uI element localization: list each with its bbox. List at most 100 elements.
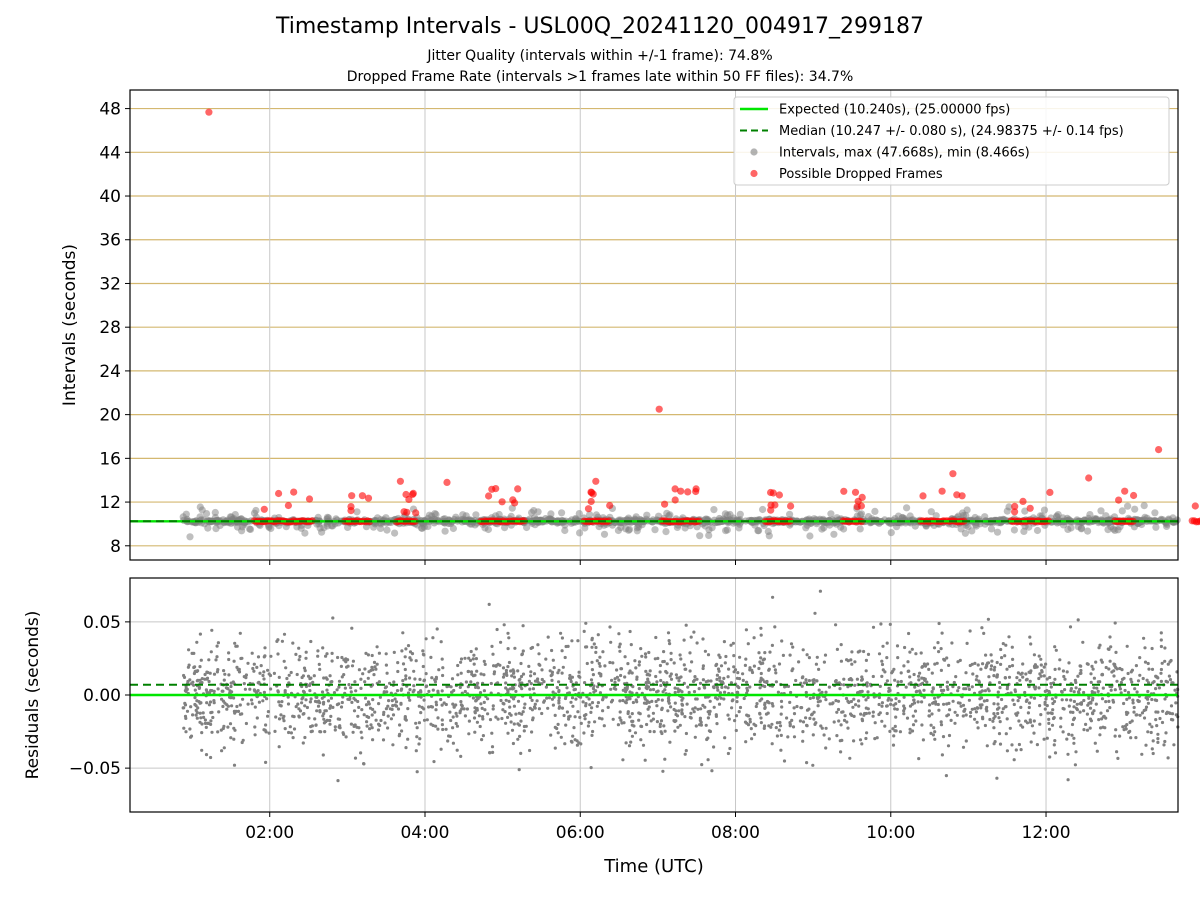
residual-point (620, 721, 624, 725)
residual-point (569, 739, 574, 743)
residual-point (633, 659, 637, 663)
residual-point (308, 689, 312, 693)
residual-point (998, 742, 1003, 746)
residual-point (194, 708, 198, 713)
residual-point (220, 697, 224, 701)
interval-point (417, 524, 426, 532)
interval-point (1140, 502, 1148, 510)
residual-point (815, 655, 819, 659)
residual-point (850, 650, 854, 654)
residual-point (833, 679, 838, 684)
residual-point (1146, 689, 1150, 694)
residual-point (656, 689, 660, 693)
residual-point (922, 688, 926, 692)
residual-point (434, 700, 438, 704)
residual-point (1109, 685, 1114, 689)
residual-point (718, 691, 723, 695)
interval-point (673, 523, 682, 532)
residual-point (619, 667, 623, 671)
residual-point (425, 718, 429, 722)
residual-point (227, 657, 231, 662)
legend-marker-swatch (750, 148, 758, 156)
residual-point (456, 663, 460, 668)
residual-point (865, 731, 869, 735)
residual-point (216, 687, 220, 691)
residual-point (464, 680, 468, 684)
residual-point (250, 702, 254, 706)
legend-label: Median (10.247 +/- 0.080 s), (24.98375 +… (779, 124, 1124, 139)
residual-point (559, 631, 563, 635)
residual-point (677, 709, 681, 713)
residual-point (424, 672, 428, 676)
interval-point (735, 524, 743, 532)
residual-point (579, 721, 583, 726)
residual-point (590, 733, 594, 738)
x-tick-label: 08:00 (711, 823, 760, 843)
residual-point (871, 710, 875, 714)
residual-point (933, 696, 937, 700)
residual-point (364, 703, 369, 707)
residual-point (961, 703, 966, 707)
residual-point (197, 685, 202, 690)
residual-point (877, 695, 882, 700)
residual-point (892, 703, 896, 707)
residual-point (1087, 701, 1091, 705)
residual-point (953, 710, 957, 714)
residual-point (373, 710, 377, 714)
residual-point (281, 716, 285, 720)
residual-point (819, 724, 823, 728)
interval-point (316, 524, 324, 532)
residual-point (817, 667, 821, 672)
residual-point (184, 716, 188, 721)
residual-point (880, 659, 884, 663)
residual-point (489, 681, 493, 686)
residual-point (947, 663, 951, 668)
residual-point (949, 718, 953, 723)
interval-point (383, 526, 391, 534)
interval-point (1107, 523, 1115, 531)
residual-point (528, 687, 532, 691)
residual-point (483, 708, 487, 712)
residual-point (582, 629, 586, 634)
residual-point (1108, 635, 1112, 639)
residual-point (888, 729, 892, 734)
residual-point (389, 717, 393, 721)
residual-point (985, 698, 989, 703)
residual-point (600, 717, 604, 721)
residual-point (520, 712, 524, 716)
residual-point (522, 706, 526, 710)
residual-point (474, 647, 478, 651)
residual-point (1143, 660, 1148, 664)
y-tick-label: 8 (110, 537, 121, 557)
residual-point (1123, 688, 1127, 693)
residual-point (1150, 667, 1155, 672)
residual-point (318, 709, 322, 713)
residual-point (1159, 644, 1163, 649)
residual-point (182, 706, 186, 710)
residual-point (1005, 685, 1010, 689)
residual-point (583, 681, 587, 685)
interval-point (561, 521, 569, 529)
residual-point (1060, 690, 1064, 694)
residual-point (1024, 672, 1028, 676)
residual-point (851, 705, 855, 709)
residual-point (194, 713, 198, 717)
residual-point (693, 675, 697, 679)
residual-point (512, 722, 516, 726)
residual-point (322, 721, 326, 725)
residual-point (906, 669, 910, 674)
residual-point (955, 713, 959, 717)
residual-point (368, 706, 373, 710)
residual-point (989, 664, 994, 668)
interval-point (182, 510, 190, 518)
residual-point (356, 714, 360, 718)
residual-point (522, 729, 526, 733)
residual-point (996, 702, 1000, 706)
residual-point (510, 674, 514, 678)
residual-point (917, 757, 921, 761)
residual-point (735, 700, 739, 704)
residual-point (1151, 751, 1155, 756)
interval-point (643, 511, 651, 519)
residual-point (981, 662, 985, 666)
residual-point (998, 686, 1002, 690)
